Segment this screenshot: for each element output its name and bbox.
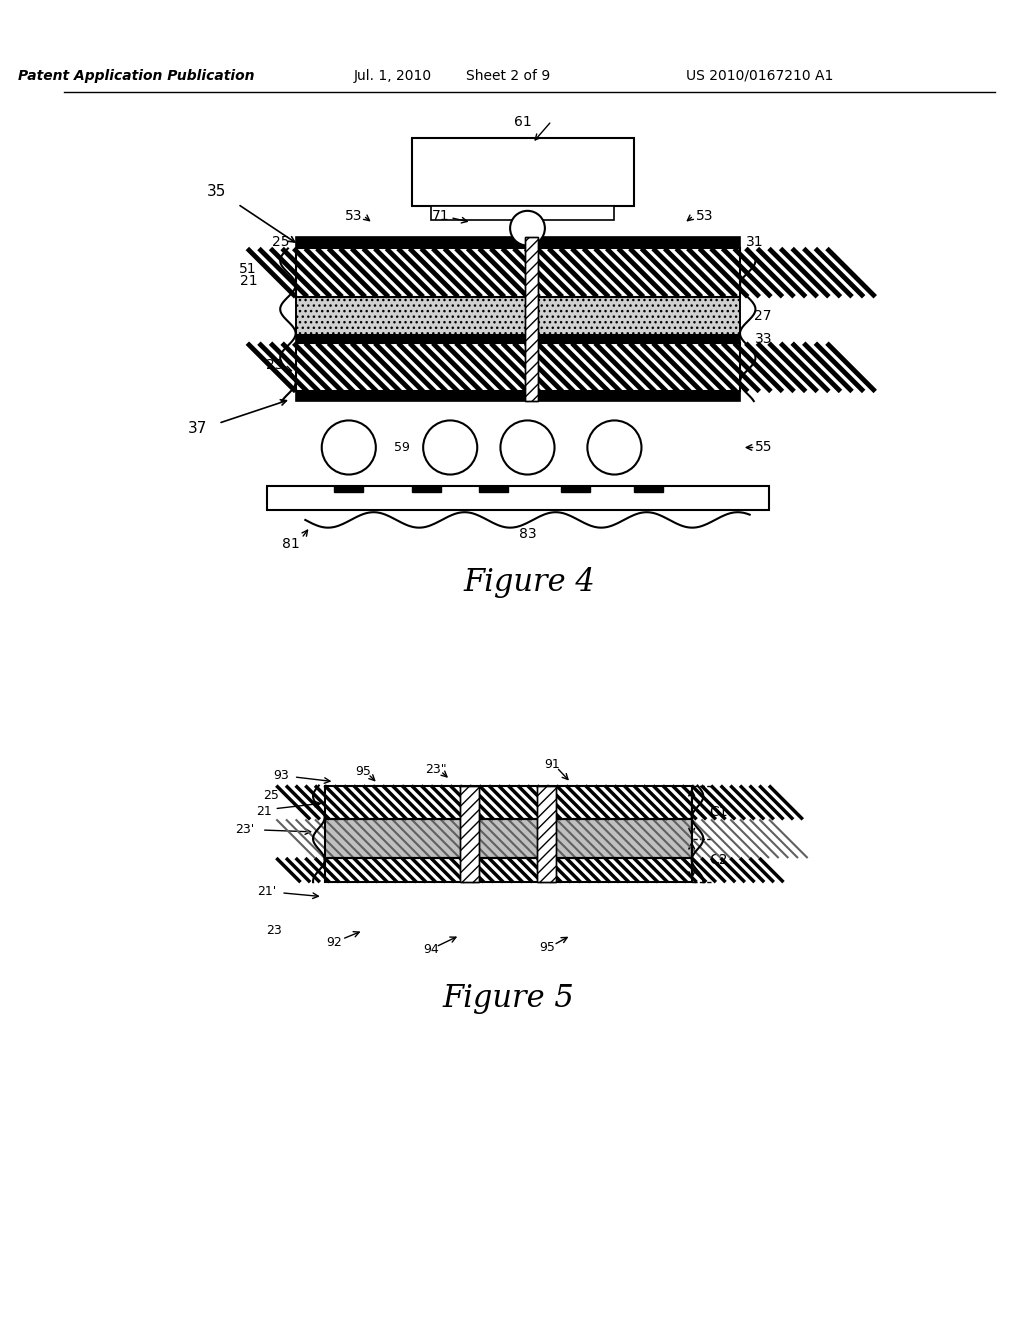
Text: 33: 33 [755,333,772,346]
Bar [296,297,740,335]
Text: 23": 23" [425,763,446,776]
Bar [524,236,539,401]
FancyBboxPatch shape [334,486,364,492]
Text: C2: C2 [709,854,728,867]
Text: 31: 31 [745,235,763,248]
Circle shape [510,211,545,246]
Text: 85: 85 [443,442,458,453]
FancyBboxPatch shape [412,486,440,492]
Text: 25: 25 [263,789,280,801]
Text: 25: 25 [272,235,290,248]
Text: 55: 55 [755,441,772,454]
Text: 59: 59 [394,441,410,454]
Text: 35: 35 [207,183,226,199]
Text: 53: 53 [695,209,713,223]
Text: 61: 61 [514,115,531,129]
Text: 51: 51 [239,261,256,276]
Bar [296,297,740,335]
Bar [325,858,691,882]
FancyBboxPatch shape [431,206,614,220]
Circle shape [423,421,477,474]
Bar [325,858,691,882]
Text: 21: 21 [241,275,258,288]
Text: 57: 57 [520,223,535,234]
Text: 95: 95 [539,941,555,954]
FancyBboxPatch shape [561,486,590,492]
FancyBboxPatch shape [524,236,539,401]
Text: 27: 27 [755,309,772,323]
FancyBboxPatch shape [296,392,740,401]
Circle shape [501,421,555,474]
Text: 92: 92 [327,936,342,949]
Text: 53: 53 [345,209,362,223]
FancyBboxPatch shape [634,486,663,492]
Bar [325,820,691,858]
Text: Figure 5: Figure 5 [442,982,574,1014]
Text: 23': 23' [234,822,254,836]
Bar [325,785,691,820]
Bar [296,248,740,297]
Bar [538,785,556,882]
Bar [296,248,740,297]
Bar [325,785,691,820]
Text: 93: 93 [273,770,289,783]
Text: Sheet 2 of 9: Sheet 2 of 9 [466,69,550,83]
FancyBboxPatch shape [460,785,479,882]
Text: Figure 4: Figure 4 [464,568,595,598]
FancyBboxPatch shape [538,785,556,882]
Text: 21: 21 [256,805,271,818]
Text: US 2010/0167210 A1: US 2010/0167210 A1 [686,69,833,83]
Text: 91: 91 [544,758,559,771]
Bar [296,343,740,392]
FancyBboxPatch shape [296,335,740,343]
FancyBboxPatch shape [479,486,508,492]
Text: Patent Application Publication: Patent Application Publication [18,69,255,83]
FancyBboxPatch shape [266,486,769,511]
Text: 85: 85 [342,442,356,453]
Text: 95: 95 [355,764,372,777]
Text: 81: 81 [282,537,300,550]
Text: 71: 71 [432,209,450,223]
Text: 83: 83 [519,528,537,541]
Bar [296,343,740,392]
FancyBboxPatch shape [412,139,634,206]
Text: 23: 23 [266,924,283,937]
Text: 37: 37 [187,421,207,436]
Text: Jul. 1, 2010: Jul. 1, 2010 [353,69,431,83]
Text: 23: 23 [265,358,284,372]
Text: C1: C1 [709,805,728,820]
Bar [460,785,479,882]
Text: 85: 85 [520,442,535,453]
Circle shape [322,421,376,474]
Circle shape [588,421,641,474]
Text: 85: 85 [607,442,622,453]
Text: 21': 21' [257,886,276,899]
Bar [325,820,691,858]
Text: 94: 94 [423,944,438,956]
FancyBboxPatch shape [296,236,740,248]
